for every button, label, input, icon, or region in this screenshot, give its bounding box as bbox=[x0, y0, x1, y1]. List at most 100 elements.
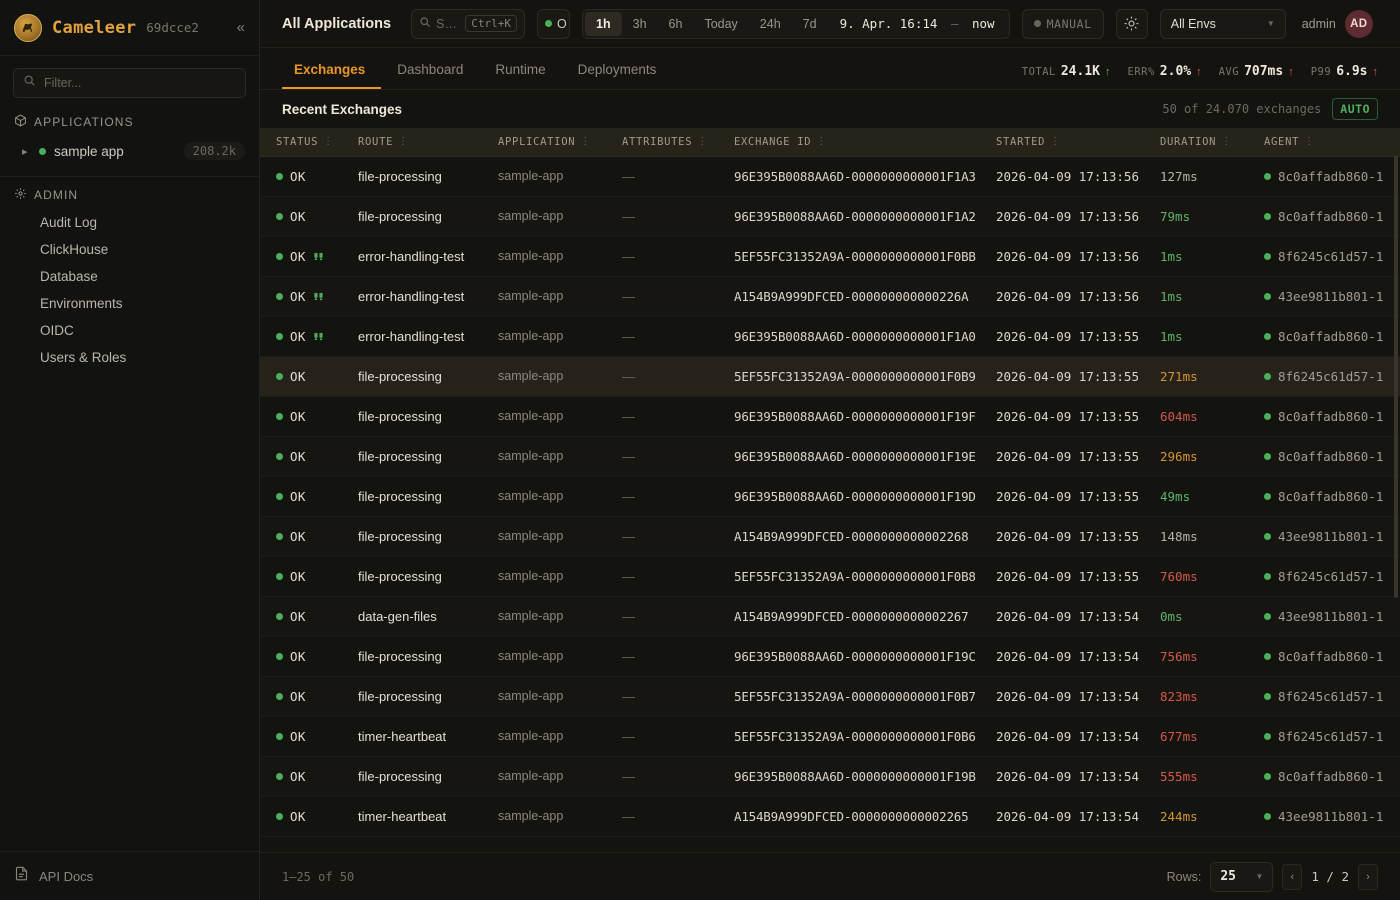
time-range-1h[interactable]: 1h bbox=[585, 11, 622, 36]
cell-duration: 1ms bbox=[1160, 316, 1264, 357]
column-header-agent[interactable]: AGENT ⋮ bbox=[1264, 128, 1400, 157]
sidebar-item-environments[interactable]: Environments bbox=[40, 296, 123, 311]
refresh-mode-button[interactable]: MANUAL bbox=[1021, 8, 1104, 39]
cell-exchange-id[interactable]: 96E395B0088AA6D-0000000000001F19C bbox=[734, 636, 996, 677]
table-footer: 1–25 of 50 Rows: 25 ▼ ‹ 1 / 2 › bbox=[260, 852, 1400, 900]
avatar[interactable]: AD bbox=[1344, 9, 1373, 38]
exchanges-table: STATUS ⋮ ROUTE ⋮ APPLICATION ⋮ ATTRIBUTES ⋮ … bbox=[260, 128, 1400, 837]
global-search-box[interactable]: S… Ctrl+K bbox=[411, 8, 526, 39]
sidebar-item-database[interactable]: Database bbox=[40, 269, 98, 284]
sidebar-item-oidc[interactable]: OIDC bbox=[40, 323, 74, 338]
tab-deployments[interactable]: Deployments bbox=[577, 62, 657, 77]
cell-exchange-id[interactable]: 5EF55FC31352A9A-0000000000001F0BB bbox=[734, 236, 996, 277]
status-dot bbox=[276, 532, 283, 540]
search-icon bbox=[23, 74, 36, 92]
metric-p99-label: P99 bbox=[1310, 66, 1332, 78]
sidebar-item-clickhouse[interactable]: ClickHouse bbox=[40, 242, 109, 257]
agent-label: 8c0affadb860-1 bbox=[1278, 768, 1384, 784]
column-header-duration[interactable]: DURATION ⋮ bbox=[1160, 128, 1264, 157]
sidebar-item-api-docs[interactable]: API Docs bbox=[0, 851, 259, 900]
table-row[interactable]: OK file-processing sample-app —96E395B0088A… bbox=[260, 196, 1400, 237]
cell-exchange-id[interactable]: A154B9A999DFCED-0000000000002267 bbox=[734, 596, 996, 637]
auto-refresh-toggle[interactable]: AUTO bbox=[1332, 98, 1378, 120]
cell-exchange-id[interactable]: 5EF55FC31352A9A-0000000000001F0B8 bbox=[734, 556, 996, 597]
table-row[interactable]: OK file-processing sample-app —96E395B0088A… bbox=[260, 156, 1400, 197]
tab-runtime[interactable]: Runtime bbox=[495, 62, 546, 77]
chevron-double-left-icon[interactable]: « bbox=[236, 19, 245, 36]
cell-exchange-id[interactable]: A154B9A999DFCED-0000000000002268 bbox=[734, 516, 996, 557]
table-row[interactable]: OK error-handling-test sample-app — A154B9A9… bbox=[260, 276, 1400, 317]
prev-page-button[interactable]: ‹ bbox=[1282, 863, 1303, 890]
table-row[interactable]: OK error-handling-test sample-app —96E395B0… bbox=[260, 316, 1400, 357]
time-range-3h[interactable]: 3h bbox=[632, 16, 647, 31]
table-row[interactable]: OK file-processing sample-app —96E395B0088A… bbox=[260, 636, 1400, 677]
table-row[interactable]: OK file-processing sample-app —96E395B0088A… bbox=[260, 476, 1400, 517]
sidebar-filter-input[interactable] bbox=[44, 76, 236, 90]
tab-dashboard[interactable]: Dashboard bbox=[397, 62, 464, 77]
time-range-today[interactable]: Today bbox=[704, 16, 738, 31]
cell-agent: 8c0affadb860-1 bbox=[1264, 756, 1400, 797]
sidebar-item-users-roles[interactable]: Users & Roles bbox=[40, 350, 127, 365]
column-header-route[interactable]: ROUTE ⋮ bbox=[358, 128, 498, 157]
next-page-button[interactable]: › bbox=[1358, 863, 1378, 890]
sidebar-item-sample-app[interactable]: ▸ sample app 208.2k bbox=[0, 136, 259, 166]
range-from: 9. Apr. 16:14 bbox=[839, 16, 938, 31]
cell-duration: 296ms bbox=[1160, 436, 1264, 477]
table-row[interactable]: OK timer-heartbeat sample-app — A154B9A999DF… bbox=[260, 796, 1400, 837]
sort-icon: ⋮ bbox=[697, 136, 708, 148]
connection-status-chip[interactable]: O bbox=[537, 8, 571, 39]
column-header-application[interactable]: APPLICATION ⋮ bbox=[498, 128, 622, 157]
table-row[interactable]: OK data-gen-files sample-app — A154B9A999DFC… bbox=[260, 596, 1400, 637]
user-menu[interactable]: admin AD bbox=[1302, 9, 1373, 38]
table-row[interactable]: OK file-processing sample-app —5EF55FC31352… bbox=[260, 676, 1400, 717]
cell-exchange-id[interactable]: 5EF55FC31352A9A-0000000000001F0B6 bbox=[734, 716, 996, 757]
sidebar-app-label: sample app bbox=[54, 143, 124, 159]
cell-exchange-id[interactable]: 96E395B0088AA6D-0000000000001F19F bbox=[734, 396, 996, 437]
column-label-application: APPLICATION bbox=[498, 135, 576, 148]
table-row[interactable]: OK file-processing sample-app —96E395B0088A… bbox=[260, 396, 1400, 437]
column-header-started[interactable]: STARTED ⋮ bbox=[996, 128, 1160, 157]
chevron-right-icon[interactable]: ▸ bbox=[22, 145, 28, 158]
cell-exchange-id[interactable]: 5EF55FC31352A9A-0000000000001F0B9 bbox=[734, 356, 996, 397]
table-row[interactable]: OK file-processing sample-app —96E395B0088A… bbox=[260, 436, 1400, 477]
column-header-attributes[interactable]: ATTRIBUTES ⋮ bbox=[622, 128, 734, 157]
cell-exchange-id[interactable]: A154B9A999DFCED-000000000000226A bbox=[734, 276, 996, 317]
sun-icon[interactable] bbox=[1115, 8, 1148, 39]
table-row[interactable]: OK timer-heartbeat sample-app —5EF55FC31352… bbox=[260, 716, 1400, 757]
time-range-24h[interactable]: 24h bbox=[759, 16, 781, 31]
cell-application: sample-app bbox=[498, 356, 622, 397]
vertical-scrollbar[interactable] bbox=[1394, 128, 1398, 598]
table-row[interactable]: OK file-processing sample-app —5EF55FC31352… bbox=[260, 556, 1400, 597]
tab-exchanges[interactable]: Exchanges bbox=[282, 62, 382, 89]
cell-route: file-processing bbox=[358, 756, 498, 797]
sidebar-filter-box[interactable] bbox=[13, 68, 246, 98]
cell-exchange-id[interactable]: 96E395B0088AA6D-0000000000001F19B bbox=[734, 756, 996, 797]
cell-agent: 8c0affadb860-1 bbox=[1264, 316, 1400, 357]
cell-started: 2026-04-09 17:13:55 bbox=[996, 316, 1160, 357]
table-row[interactable]: OK file-processing sample-app —96E395B0088A… bbox=[260, 756, 1400, 797]
tabs: Exchanges Dashboard Runtime Deployments bbox=[282, 62, 672, 89]
cell-exchange-id[interactable]: 96E395B0088AA6D-0000000000001F19E bbox=[734, 436, 996, 477]
status-label: OK bbox=[290, 208, 306, 224]
time-range-7d[interactable]: 7d bbox=[802, 16, 817, 31]
table-row[interactable]: OK file-processing sample-app — A154B9A999DF… bbox=[260, 516, 1400, 557]
cell-exchange-id[interactable]: 5EF55FC31352A9A-0000000000001F0B7 bbox=[734, 676, 996, 717]
column-header-status[interactable]: STATUS ⋮ bbox=[260, 128, 358, 157]
chevron-down-icon: ▼ bbox=[1255, 872, 1264, 881]
table-row[interactable]: OK file-processing sample-app —5EF55FC31352… bbox=[260, 356, 1400, 397]
cell-exchange-id[interactable]: 96E395B0088AA6D-0000000000001F1A2 bbox=[734, 196, 996, 237]
cell-exchange-id[interactable]: 96E395B0088AA6D-0000000000001F1A3 bbox=[734, 156, 996, 197]
sidebar-item-audit-log[interactable]: Audit Log bbox=[40, 215, 98, 230]
environment-select[interactable]: All Envs ▼ bbox=[1159, 8, 1286, 39]
table-row[interactable]: OK error-handling-test sample-app —5EF55FC3… bbox=[260, 236, 1400, 277]
time-range-6h[interactable]: 6h bbox=[668, 16, 683, 31]
rows-per-page-select[interactable]: 25 ▼ bbox=[1210, 861, 1274, 892]
column-label-duration: DURATION bbox=[1160, 135, 1217, 148]
cell-exchange-id[interactable]: 96E395B0088AA6D-0000000000001F19D bbox=[734, 476, 996, 517]
cell-exchange-id[interactable]: A154B9A999DFCED-0000000000002265 bbox=[734, 796, 996, 837]
column-header-exchange-id[interactable]: EXCHANGE ID ⋮ bbox=[734, 128, 996, 157]
absolute-time-range[interactable]: 9. Apr. 16:14 — now bbox=[828, 16, 1007, 31]
cell-exchange-id[interactable]: 96E395B0088AA6D-0000000000001F1A0 bbox=[734, 316, 996, 357]
cell-started: 2026-04-09 17:13:56 bbox=[996, 196, 1160, 237]
table-header-row: STATUS ⋮ ROUTE ⋮ APPLICATION ⋮ ATTRIBUTES ⋮ … bbox=[260, 128, 1400, 157]
